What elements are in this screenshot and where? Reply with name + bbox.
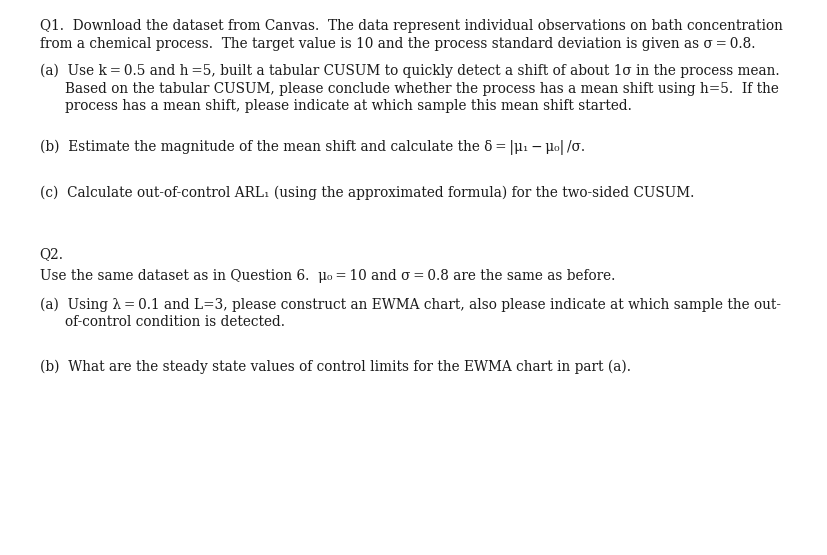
Text: Based on the tabular CUSUM, please conclude whether the process has a mean shift: Based on the tabular CUSUM, please concl… [65,82,777,95]
Text: Q1.  Download the dataset from Canvas.  The data represent individual observatio: Q1. Download the dataset from Canvas. Th… [40,19,782,33]
Text: (a)  Using λ = 0.1 and L=3, please construct an EWMA chart, also please indicate: (a) Using λ = 0.1 and L=3, please constr… [40,297,780,312]
Text: (a)  Use k = 0.5 and h =5, built a tabular CUSUM to quickly detect a shift of ab: (a) Use k = 0.5 and h =5, built a tabula… [40,64,778,78]
Text: (c)  Calculate out-of-control ARL₁ (using the approximated formula) for the two-: (c) Calculate out-of-control ARL₁ (using… [40,185,693,200]
Text: of-control condition is detected.: of-control condition is detected. [65,315,284,329]
Text: from a chemical process.  The target value is 10 and the process standard deviat: from a chemical process. The target valu… [40,37,754,51]
Text: process has a mean shift, please indicate at which sample this mean shift starte: process has a mean shift, please indicat… [65,99,631,113]
Text: Q2.: Q2. [40,247,64,261]
Text: (b)  What are the steady state values of control limits for the EWMA chart in pa: (b) What are the steady state values of … [40,360,630,374]
Text: Use the same dataset as in Question 6.  μ₀ = 10 and σ = 0.8 are the same as befo: Use the same dataset as in Question 6. μ… [40,269,614,283]
Text: (b)  Estimate the magnitude of the mean shift and calculate the δ = |μ₁ − μ₀| /σ: (b) Estimate the magnitude of the mean s… [40,140,584,155]
